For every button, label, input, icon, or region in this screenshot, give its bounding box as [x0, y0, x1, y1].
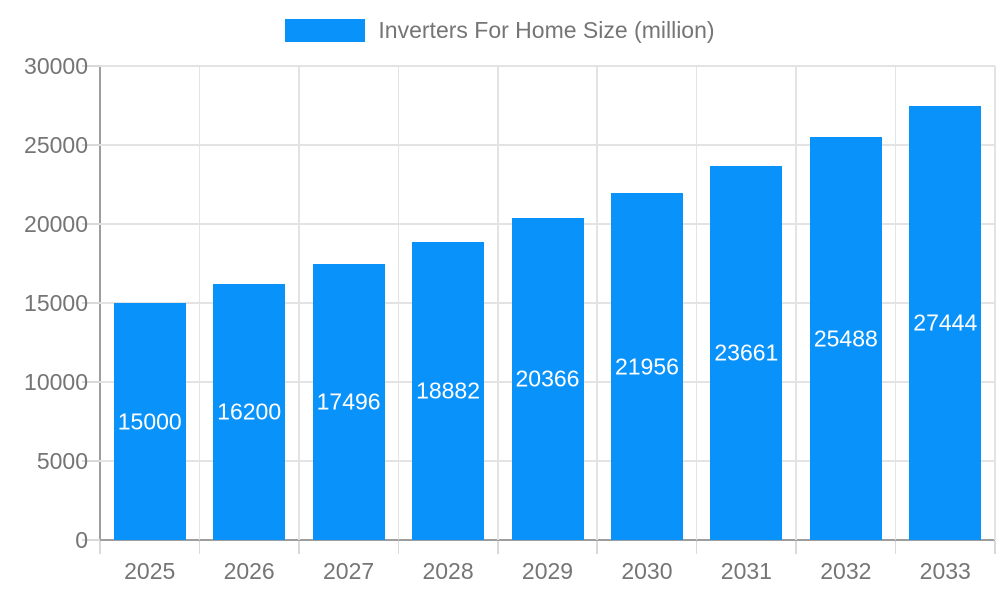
- plot-area: 15000 16200 17496 18882 20366 21956 23661 25488…: [100, 65, 996, 540]
- x-axis-tick: [596, 541, 598, 554]
- bar-2033: 27444: [909, 106, 982, 540]
- x-gridline: [397, 66, 400, 540]
- x-axis-tick: [695, 541, 698, 554]
- y-axis-tick: [82, 381, 100, 383]
- x-axis-label: 2030: [621, 558, 673, 584]
- y-gridline: [100, 144, 995, 146]
- y-axis-label: 30000: [24, 53, 88, 79]
- y-gridline: [100, 65, 995, 67]
- x-axis-tick: [497, 541, 499, 554]
- x-axis-label: 2025: [124, 558, 176, 584]
- x-gridline: [497, 66, 499, 540]
- x-axis-label: 2026: [223, 558, 275, 584]
- y-axis-label: 20000: [24, 211, 88, 237]
- bar-2025: 15000: [113, 303, 186, 540]
- x-axis-tick: [99, 541, 101, 554]
- x-gridline: [795, 66, 797, 540]
- bar-value-label: 20366: [515, 365, 580, 392]
- bar-2029: 20366: [511, 218, 584, 540]
- bar-value-label: 27444: [913, 309, 978, 336]
- y-axis-tick: [82, 223, 100, 225]
- x-axis-label: 2028: [422, 558, 474, 584]
- legend-label: Inverters For Home Size (million): [378, 17, 715, 43]
- bar-2032: 25488: [809, 137, 882, 540]
- legend-item[interactable]: Inverters For Home Size (million): [0, 16, 1000, 44]
- y-axis-tick: [82, 539, 100, 541]
- y-axis-label: 15000: [24, 290, 88, 316]
- legend-swatch: [285, 18, 366, 42]
- bar-2031: 23661: [710, 166, 783, 540]
- bar-value-label: 15000: [117, 408, 182, 434]
- x-axis-tick: [994, 541, 996, 554]
- y-axis-tick: [82, 302, 100, 304]
- x-gridline: [994, 66, 996, 540]
- x-axis-label: 2029: [521, 558, 574, 584]
- y-axis-tick: [82, 65, 100, 67]
- x-gridline: [894, 66, 897, 540]
- bar-2030: 21956: [610, 193, 683, 540]
- x-axis-label: 2033: [919, 558, 971, 584]
- x-gridline: [596, 66, 598, 540]
- bar-2026: 16200: [213, 284, 286, 540]
- bar-value-label: 23661: [714, 339, 779, 366]
- x-axis-label: 2031: [720, 558, 772, 584]
- x-gridline: [695, 66, 698, 540]
- x-axis-tick: [397, 541, 400, 554]
- y-axis-line: [98, 66, 101, 554]
- y-axis-tick: [82, 144, 100, 146]
- y-axis-tick: [82, 460, 100, 462]
- bar-2028: 18882: [412, 241, 485, 540]
- x-axis-tick: [894, 541, 897, 554]
- x-gridline: [298, 66, 300, 540]
- bar-value-label: 18882: [416, 377, 481, 404]
- bar-2027: 17496: [312, 263, 385, 540]
- bar-value-label: 17496: [316, 388, 381, 415]
- y-axis-label: 5000: [36, 448, 88, 474]
- x-gridline: [198, 66, 201, 540]
- x-axis-tick: [795, 541, 797, 554]
- x-axis-tick: [298, 541, 300, 554]
- bar-value-label: 21956: [614, 353, 679, 380]
- y-axis-label: 25000: [24, 132, 88, 158]
- y-axis-label: 0: [75, 527, 88, 553]
- x-axis-label: 2027: [323, 558, 375, 584]
- x-axis-tick: [198, 541, 201, 554]
- bar-value-label: 25488: [813, 325, 878, 352]
- x-axis-line: [98, 539, 995, 541]
- y-axis-label: 10000: [24, 369, 88, 395]
- bar-value-label: 16200: [217, 398, 282, 425]
- x-axis-label: 2032: [820, 558, 872, 584]
